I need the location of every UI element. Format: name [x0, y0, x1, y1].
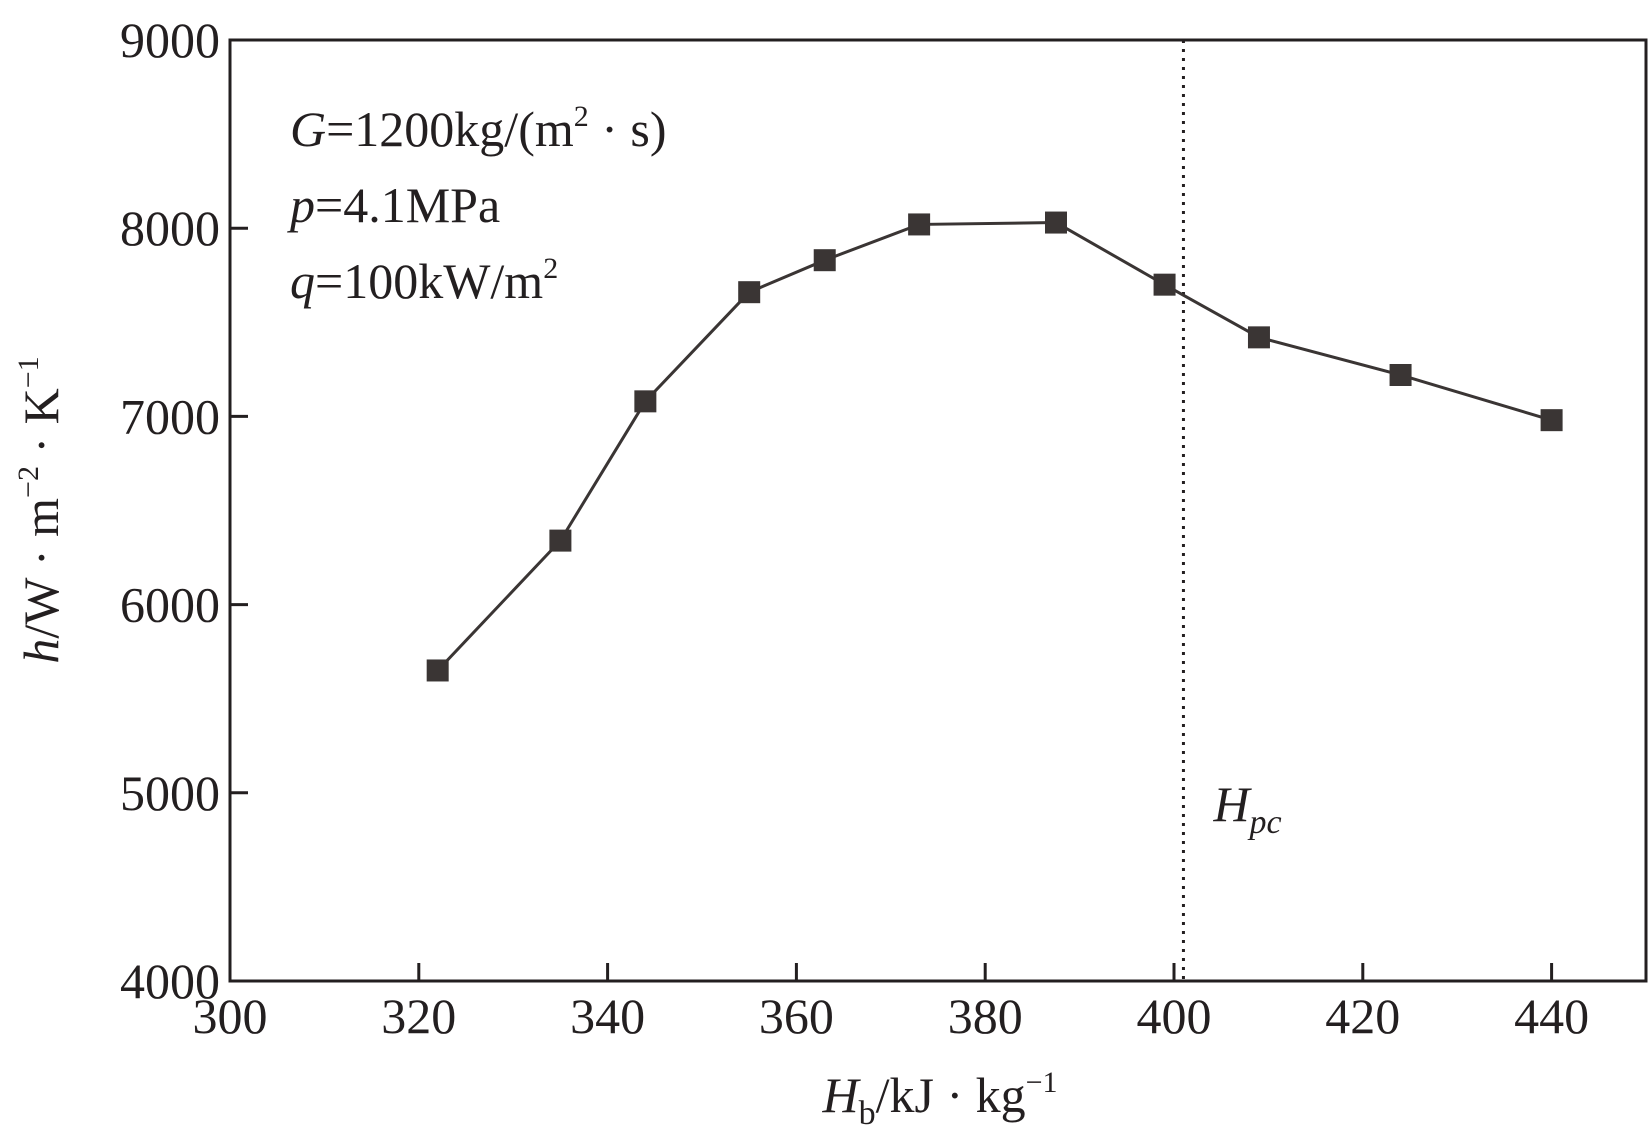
annotation-heat-flux-text: =100kW/m	[315, 253, 543, 309]
annotation-heat-flux: q=100kW/m2	[290, 252, 558, 309]
data-point-marker	[634, 390, 657, 413]
data-point-marker	[738, 281, 761, 304]
y-tick-label: 6000	[120, 577, 220, 633]
pseudocritical-label: Hpc	[1212, 776, 1281, 841]
x-tick-label: 300	[193, 988, 268, 1044]
y-axis-label-symbol: h	[13, 639, 69, 664]
x-tick-label: 380	[948, 988, 1023, 1044]
data-point-marker	[1045, 211, 1067, 234]
annotation-mass-flux-after: · s)	[589, 101, 667, 157]
y-axis-label-exp-2: −1	[12, 356, 45, 388]
y-axis-label: h/W · m−2 · K−1	[12, 356, 69, 663]
y-tick-label: 7000	[120, 388, 220, 444]
y-tick-label: 4000	[120, 953, 220, 1009]
x-tick-label: 340	[570, 988, 645, 1044]
x-axis-ticks: 300 320 340 360 380 400 420 440	[193, 963, 1589, 1044]
plot-frame	[228, 38, 1648, 983]
data-point-marker	[908, 213, 931, 236]
y-axis-label-unit-2: · K	[13, 388, 69, 466]
x-axis-label-symbol: H	[821, 1067, 861, 1123]
annotation-pressure-text: =4.1MPa	[315, 177, 500, 233]
x-tick-label: 400	[1137, 988, 1212, 1044]
x-tick-label: 320	[381, 988, 456, 1044]
x-tick-label: 420	[1325, 988, 1400, 1044]
y-tick-label: 8000	[120, 200, 220, 256]
data-point-marker	[1540, 409, 1563, 432]
data-point-marker	[1153, 273, 1176, 296]
x-axis-label-unit: /kJ · kg	[876, 1067, 1026, 1123]
x-tick-label: 360	[759, 988, 834, 1044]
annotation-mass-flux-symbol: G	[290, 101, 326, 157]
pseudocritical-label-subscript: pc	[1248, 804, 1282, 841]
series-markers	[426, 211, 1563, 682]
series-line	[436, 221, 1553, 672]
annotation-heat-flux-symbol: q	[290, 253, 315, 309]
data-point-marker	[813, 249, 836, 272]
x-tick-label: 440	[1514, 988, 1589, 1044]
y-axis-ticks: 4000 5000 6000 7000 8000 9000	[120, 12, 248, 1009]
x-axis-label: Hb/kJ · kg−1	[821, 1066, 1057, 1132]
pseudocritical-label-symbol: H	[1212, 776, 1252, 832]
y-axis-label-unit-1: /W · m	[13, 498, 69, 639]
y-tick-label: 5000	[120, 765, 220, 821]
annotation-mass-flux: G=1200kg/(m2 · s)	[290, 100, 667, 157]
annotation-pressure-symbol: p	[287, 177, 315, 233]
data-point-marker	[1247, 326, 1270, 349]
y-axis-label-exp-1: −2	[12, 466, 45, 498]
x-axis-label-subscript: b	[859, 1095, 876, 1132]
y-tick-label: 9000	[120, 12, 220, 68]
data-point-marker	[549, 529, 572, 552]
x-axis-label-exponent: −1	[1026, 1066, 1058, 1099]
annotation-heat-flux-sup: 2	[543, 252, 558, 285]
annotation-mass-flux-text: =1200kg/(m	[326, 101, 574, 157]
annotation-pressure: p=4.1MPa	[287, 177, 500, 233]
data-point-marker	[426, 659, 449, 682]
annotation-mass-flux-sup: 2	[574, 100, 589, 133]
data-point-marker	[1389, 363, 1412, 386]
